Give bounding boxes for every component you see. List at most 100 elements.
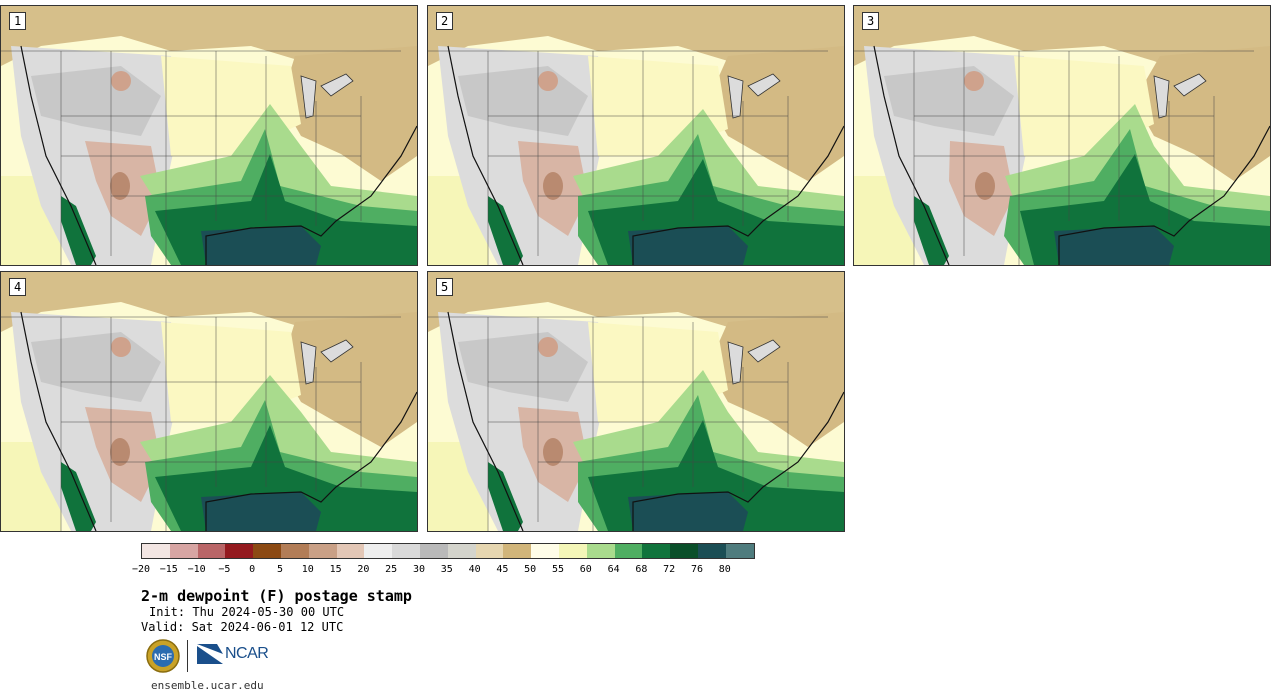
coastline [20,45,417,265]
svg-text:NSF: NSF [154,652,173,662]
colorbar-tick-label: 0 [249,564,256,575]
colorbar-swatch [725,544,754,558]
colorbar-swatch [197,544,226,558]
valid-time: Valid: Sat 2024-06-01 12 UTC [141,620,344,634]
colorbar-tick-label: 40 [468,564,481,575]
coastal-region [488,462,523,531]
desert-region [111,337,131,357]
colorbar-swatch [169,544,198,558]
coastal-region [914,196,949,265]
colorbar-tick-label: 45 [496,564,509,575]
panel-number-label: 1 [9,12,27,30]
panel-number-label: 3 [862,12,880,30]
colorbar-tick-label: −5 [218,564,231,575]
dewpoint-map [854,6,1270,265]
colorbar-tick-label: 64 [607,564,620,575]
colorbar-tick-label: 50 [524,564,537,575]
ncar-mark-icon [197,644,223,664]
dry-region [708,312,844,447]
desert-region [538,71,558,91]
dry-region [708,46,844,181]
colorbar-swatch [503,544,532,558]
colorbar-tick-label: 15 [329,564,342,575]
ensemble-member-panel[interactable]: 3 [853,5,1271,266]
desert-region [538,337,558,357]
colorbar-swatch [419,544,448,558]
colorbar-tick-label: 80 [718,564,731,575]
logo-divider [187,640,188,672]
ensemble-member-panel[interactable]: 5 [427,271,845,532]
great-lakes [747,73,781,97]
gulf-of-mexico [201,492,321,531]
colorbar-swatch [642,544,671,558]
colorbar-tick-label: −15 [159,564,178,575]
colorbar-tick-label: 60 [579,564,592,575]
colorbar-tick-label: 10 [301,564,314,575]
desert-region [110,172,130,200]
coastal-region [61,196,96,265]
gulf-of-mexico [1054,226,1174,265]
desert-region [964,71,984,91]
colorbar-tick-label: 20 [357,564,370,575]
colorbar-swatch [670,544,698,558]
political-boundaries [428,50,828,265]
colorbar-tick-label: 68 [635,564,648,575]
gulf-of-mexico [628,226,748,265]
great-lakes [1173,73,1207,97]
coastline [447,45,844,265]
desert-region [543,172,563,200]
colorbar [141,543,755,559]
coastline [447,311,844,531]
init-time: Init: Thu 2024-05-30 00 UTC [149,605,345,619]
dry-region [281,46,417,181]
gulf-of-mexico [628,492,748,531]
colorbar-swatch [475,544,504,558]
colorbar-tick-label: −20 [131,564,151,575]
coastal-region [488,196,523,265]
dewpoint-map [428,6,844,265]
colorbar-tick-label: 76 [690,564,704,575]
site-url[interactable]: ensemble.ucar.edu [151,679,264,692]
ensemble-member-panel[interactable]: 2 [427,5,845,266]
desert-region [543,438,563,466]
great-lakes [320,339,354,363]
great-lakes [747,339,781,363]
gulf-of-mexico [201,226,321,265]
ncar-wordmark: NCAR [225,645,269,662]
dry-region [281,312,417,447]
coastline [873,45,1270,265]
colorbar-swatch [531,544,559,558]
colorbar-swatch [614,544,643,558]
panel-number-label: 4 [9,278,27,296]
colorbar-swatch [225,544,254,558]
desert-region [975,172,995,200]
colorbar-swatch [142,544,170,558]
ncar-logo[interactable]: NCAR [197,644,269,664]
colorbar-swatch [697,544,726,558]
colorbar-swatch [586,544,615,558]
nsf-logo[interactable]: NSF [145,638,181,678]
colorbar-tick-label: 30 [412,564,426,575]
colorbar-tick-label: −10 [187,564,206,575]
ensemble-member-panel[interactable]: 4 [0,271,418,532]
colorbar-tick-label: 72 [663,564,676,575]
ensemble-member-panel[interactable]: 1 [0,5,418,266]
political-boundaries [1,316,401,531]
great-lakes [320,73,354,97]
colorbar-tick-label: 55 [551,564,565,575]
desert-region [110,438,130,466]
political-boundaries [854,50,1254,265]
colorbar-swatch [447,544,476,558]
dewpoint-map [1,6,417,265]
colorbar-swatch [392,544,420,558]
coastal-region [61,462,96,531]
panel-number-label: 5 [436,278,454,296]
colorbar-swatch [336,544,365,558]
colorbar-swatch [253,544,281,558]
colorbar-tick-labels: −20 −15 −10 −5 0 5 10 15 20 25 30 35 40 45 50 55 60 64 68 7… [132,564,781,578]
desert-region [111,71,131,91]
map-title: 2-m dewpoint (F) postage stamp [141,587,412,605]
dewpoint-map [1,272,417,531]
dewpoint-map [428,272,844,531]
panel-number-label: 2 [436,12,454,30]
